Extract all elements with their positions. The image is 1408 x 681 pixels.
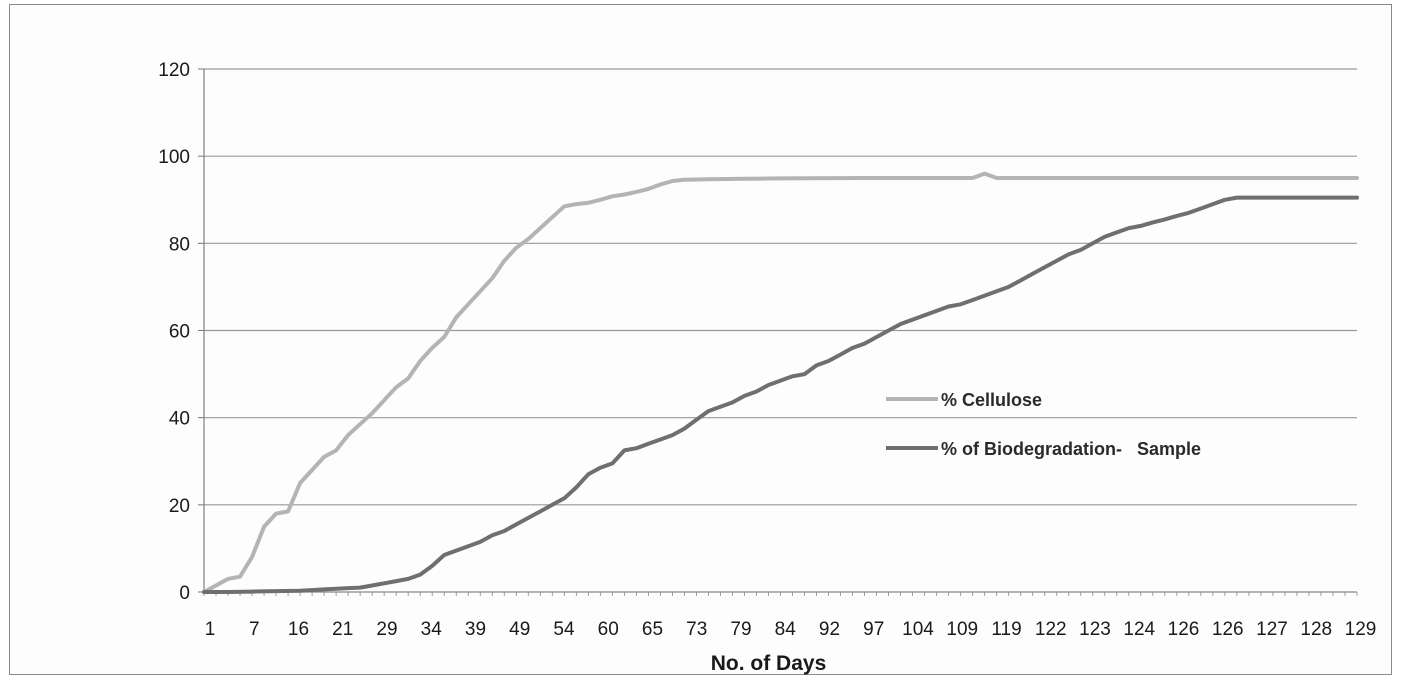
- x-axis-title: No. of Days: [711, 652, 827, 675]
- series-line-0: [202, 171, 1359, 594]
- x-tick-label: 7: [249, 619, 260, 640]
- x-tick-label: 92: [819, 619, 840, 640]
- x-tick-label: 21: [332, 619, 353, 640]
- x-tick-label: 60: [598, 619, 619, 640]
- legend: % Cellulose % of Biodegradation- Sample: [886, 390, 1201, 459]
- x-tick-label: 129: [1345, 619, 1377, 640]
- x-tick-label: 29: [376, 619, 397, 640]
- axes: [203, 69, 1358, 596]
- legend-label-biodegradation: % of Biodegradation- Sample: [941, 439, 1201, 459]
- x-tick-label: 16: [288, 619, 309, 640]
- y-tick-label: 40: [169, 409, 190, 430]
- x-tick-label: 126: [1168, 619, 1200, 640]
- x-tick-label: 65: [642, 619, 663, 640]
- y-axis-ticks: 0 20 40 60 80 100 120: [158, 60, 204, 604]
- x-tick-label: 124: [1123, 619, 1155, 640]
- x-tick-label: 49: [509, 619, 530, 640]
- y-tick-label: 0: [179, 583, 190, 604]
- series-line-1: [202, 195, 1359, 594]
- x-tick-label: 104: [902, 619, 934, 640]
- x-tick-label: 84: [775, 619, 797, 640]
- x-tick-label: 54: [553, 619, 575, 640]
- x-tick-label: 126: [1212, 619, 1244, 640]
- gridlines: [204, 68, 1357, 506]
- chart-frame: 0 20 40 60 80 100 120 1 7 16 21 29 34 39 49 54 60 65 73 79…: [9, 4, 1392, 675]
- y-tick-label: 100: [158, 147, 190, 168]
- x-tick-label: 39: [465, 619, 486, 640]
- x-tick-label: 79: [730, 619, 751, 640]
- x-tick-label: 1: [205, 619, 216, 640]
- x-tick-label: 127: [1256, 619, 1288, 640]
- x-tick-label: 123: [1079, 619, 1111, 640]
- x-tick-label: 97: [863, 619, 884, 640]
- y-tick-label: 120: [158, 60, 190, 81]
- x-tick-label: 34: [421, 619, 443, 640]
- y-tick-label: 20: [169, 496, 190, 517]
- x-tick-label: 73: [686, 619, 707, 640]
- x-tick-label: 128: [1300, 619, 1332, 640]
- line-chart: 0 20 40 60 80 100 120 1 7 16 21 29 34 39 49 54 60 65 73 79…: [158, 60, 1377, 675]
- x-tick-label: 109: [946, 619, 978, 640]
- x-tick-label: 119: [991, 619, 1021, 640]
- y-tick-label: 60: [169, 322, 190, 343]
- x-tick-label: 122: [1035, 619, 1067, 640]
- legend-label-cellulose: % Cellulose: [941, 390, 1042, 410]
- y-tick-label: 80: [169, 234, 190, 255]
- x-axis-ticks: 1 7 16 21 29 34 39 49 54 60 65 73 79 84 92 97 104 109 119 1…: [205, 619, 1377, 640]
- series-lines: [202, 171, 1359, 594]
